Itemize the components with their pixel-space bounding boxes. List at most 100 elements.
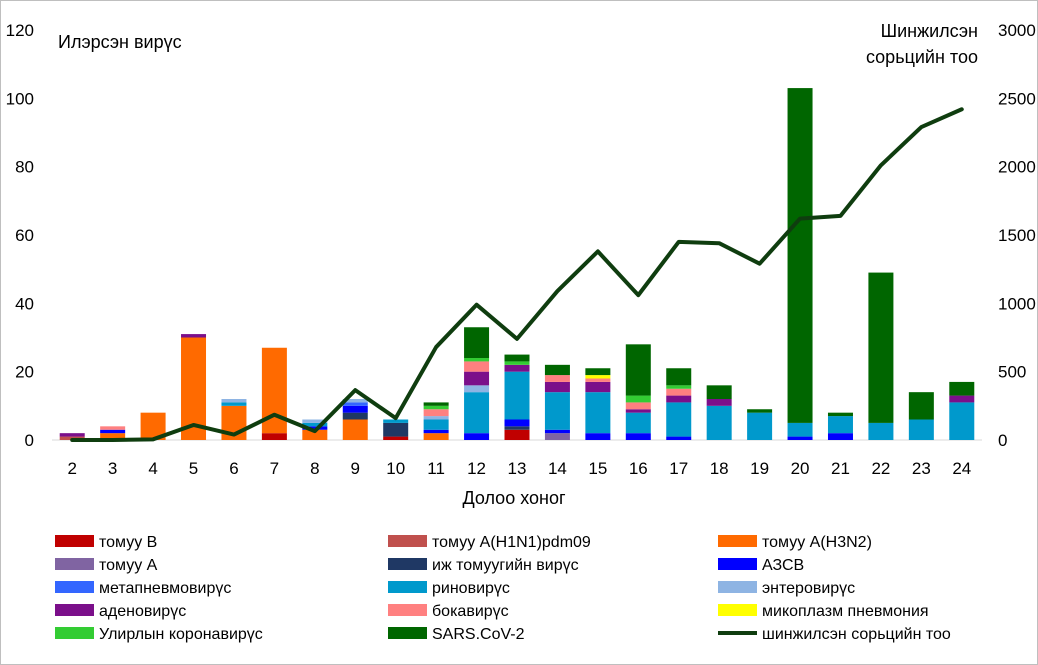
legend-label: томуу А(H1N1)pdm09 xyxy=(432,534,591,551)
bar-segment xyxy=(59,433,85,437)
bar-segment xyxy=(181,337,207,440)
bar-segment xyxy=(221,402,247,406)
bars-layer xyxy=(59,88,975,440)
bar-segment xyxy=(423,402,449,406)
bar-segment xyxy=(585,378,611,382)
x-tick-label: 17 xyxy=(669,459,688,478)
x-tick-label: 16 xyxy=(629,459,648,478)
bar-segment xyxy=(585,368,611,376)
y-tick-label: 80 xyxy=(15,158,34,177)
bar-segment xyxy=(666,436,692,440)
bar-segment xyxy=(342,402,368,406)
legend-label: АЗСВ xyxy=(762,557,804,574)
bar-segment xyxy=(544,392,570,430)
bar-segment xyxy=(423,419,449,430)
bar-segment xyxy=(302,429,328,440)
line-point xyxy=(233,434,235,436)
bar-segment xyxy=(625,395,651,403)
y-axis-right: 0 500 1000 1500 2000 2500 3000 xyxy=(998,21,1036,450)
bar-segment xyxy=(423,409,449,417)
line-point xyxy=(678,241,680,243)
line-point xyxy=(799,218,801,220)
line-point xyxy=(112,439,114,441)
bar-segment xyxy=(666,388,692,396)
bar-segment xyxy=(464,358,490,362)
bar-segment xyxy=(100,429,126,434)
bar-segment xyxy=(868,272,894,423)
y2-axis-title-line-1: Шинжилсэн xyxy=(881,21,978,41)
bar-segment xyxy=(787,436,813,440)
bar-segment xyxy=(181,334,207,338)
bar-segment xyxy=(666,395,692,403)
bar-segment xyxy=(949,395,975,403)
y2-tick-label: 0 xyxy=(998,431,1007,450)
bar-segment xyxy=(949,402,975,440)
legend-swatch xyxy=(388,627,427,639)
legend-label: микоплазм пневмония xyxy=(762,603,929,620)
legend-swatch xyxy=(718,558,757,570)
legend-swatch xyxy=(718,581,757,593)
bar-segment xyxy=(464,361,490,372)
bar-segment xyxy=(504,426,530,430)
y-tick-label: 40 xyxy=(15,294,34,313)
line-layer xyxy=(70,107,964,442)
line-point xyxy=(718,242,720,244)
bar-segment xyxy=(504,354,530,362)
line-point xyxy=(597,250,599,252)
y2-tick-label: 1000 xyxy=(998,294,1036,313)
x-tick-label: 21 xyxy=(831,459,850,478)
bar-segment xyxy=(625,433,651,440)
bar-segment xyxy=(504,429,530,440)
bar-segment xyxy=(625,402,651,410)
x-tick-label: 6 xyxy=(229,459,238,478)
bar-segment xyxy=(261,433,287,440)
bar-segment xyxy=(747,409,773,413)
x-tick-label: 22 xyxy=(871,459,890,478)
legend-swatch xyxy=(55,535,94,547)
bar-segment xyxy=(787,422,813,437)
bar-segment xyxy=(585,392,611,434)
x-tick-label: 20 xyxy=(791,459,810,478)
line-point xyxy=(354,389,356,391)
legend-label: бокавирүс xyxy=(432,603,509,620)
x-tick-label: 7 xyxy=(270,459,279,478)
bar-segment xyxy=(423,433,449,440)
x-axis: 2 3 4 5 6 7 8 9 10 11 12 13 14 15 16 17 18 19 20 21 22 23 24 xyxy=(67,459,971,478)
line-point xyxy=(395,417,397,419)
x-tick-label: 11 xyxy=(427,459,445,478)
x-tick-label: 9 xyxy=(351,459,360,478)
x-tick-label: 24 xyxy=(952,459,971,478)
x-tick-label: 4 xyxy=(148,459,157,478)
bar-segment xyxy=(100,433,126,440)
bar-segment xyxy=(585,375,611,379)
y2-tick-label: 2000 xyxy=(998,158,1036,177)
y-tick-label: 120 xyxy=(6,21,34,40)
legend-label: риновирүс xyxy=(432,580,510,597)
legend-swatch xyxy=(388,604,427,616)
legend-label: томуу А(H3N2) xyxy=(762,534,872,551)
bar-segment xyxy=(504,364,530,372)
bar-segment xyxy=(544,381,570,393)
x-tick-label: 18 xyxy=(710,459,729,478)
bar-segment xyxy=(464,327,490,358)
line-point xyxy=(152,438,154,440)
y-axis-title: Илэрсэн вирүс xyxy=(58,32,182,52)
legend-swatch xyxy=(55,604,94,616)
legend-swatch xyxy=(388,535,427,547)
bar-segment xyxy=(666,402,692,437)
bar-segment xyxy=(625,409,651,413)
y2-tick-label: 500 xyxy=(998,363,1026,382)
y-axis-left: 0 20 40 60 80 100 120 xyxy=(6,21,34,450)
legend-label: томуу А xyxy=(99,557,158,574)
legend-swatch xyxy=(718,535,757,547)
y2-tick-label: 2500 xyxy=(998,89,1036,108)
y-tick-label: 0 xyxy=(25,431,34,450)
line-point xyxy=(920,126,922,128)
bar-segment xyxy=(706,399,732,406)
bar-segment xyxy=(706,405,732,440)
bar-segment xyxy=(787,88,813,423)
x-tick-label: 8 xyxy=(310,459,319,478)
bar-segment xyxy=(908,392,934,420)
